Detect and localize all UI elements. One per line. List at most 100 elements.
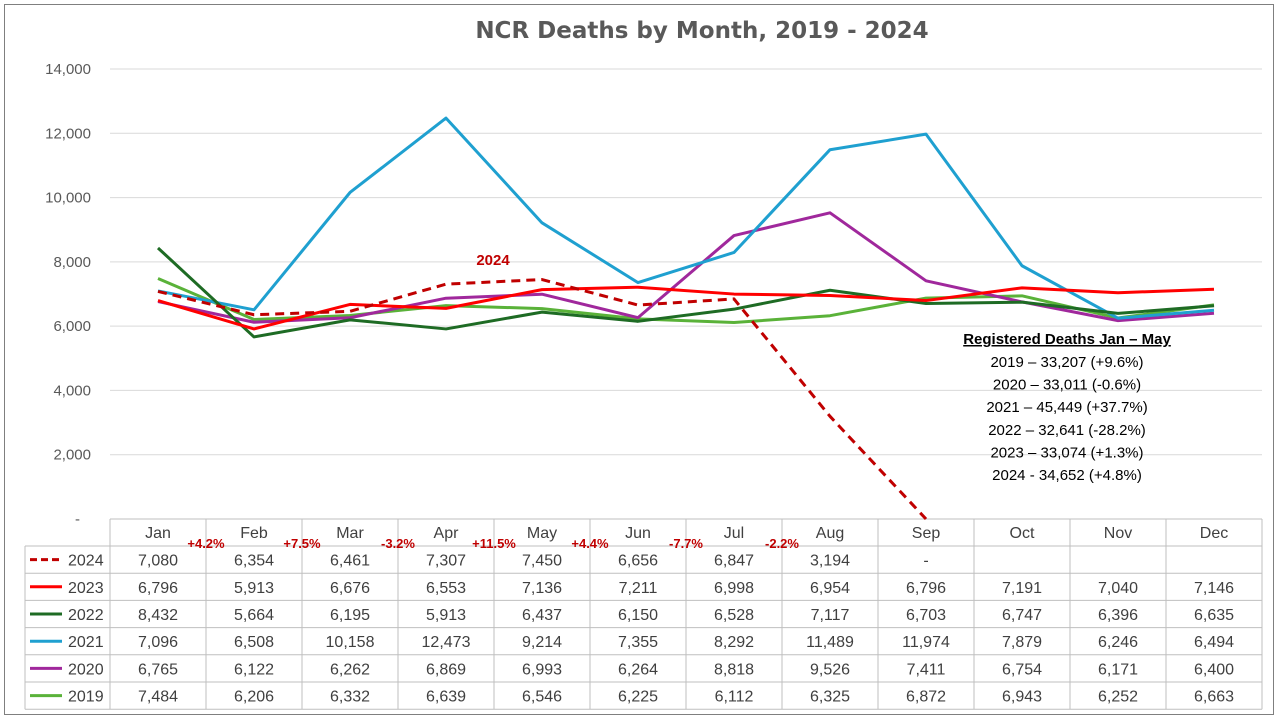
- table-cell: 6,754: [1002, 661, 1042, 678]
- y-tick-label: 4,000: [53, 382, 91, 399]
- gridlines: [110, 68, 1262, 456]
- table-cell: 6,954: [810, 580, 850, 597]
- chart-title: NCR Deaths by Month, 2019 - 2024: [475, 18, 928, 44]
- x-tick-label: Mar: [336, 525, 364, 542]
- table-cell: 5,913: [426, 607, 466, 624]
- table-cell: 8,432: [138, 607, 178, 624]
- table-cell: 6,747: [1002, 607, 1042, 624]
- table-cell: 7,411: [907, 661, 946, 678]
- table-cell: 6,796: [138, 580, 178, 597]
- table-cell: 7,080: [138, 553, 178, 570]
- data-table: Jan Feb Mar Apr May Jun Jul Aug Sep Oct Nov Dec 2024…: [24, 518, 1263, 710]
- series-line-2022: [156, 246, 1215, 339]
- x-tick-label: Nov: [1104, 525, 1132, 542]
- y-tick-label: 12,000: [45, 125, 91, 142]
- table-cell: 6,943: [1002, 689, 1042, 706]
- table-cell: 6,635: [1194, 607, 1234, 624]
- y-tick-label: -: [75, 511, 80, 528]
- table-cell: 8,818: [714, 661, 754, 678]
- table-cell: 6,528: [714, 607, 754, 624]
- x-tick-label: Apr: [434, 525, 460, 542]
- table-cell: 6,656: [618, 553, 658, 570]
- summary-line: 2022 – 32,641 (-28.2%): [988, 422, 1146, 439]
- table-cell: 5,913: [234, 580, 274, 597]
- table-cell: 6,171: [1098, 661, 1138, 678]
- table-cell: 6,437: [522, 607, 562, 624]
- table-cell: 6,246: [1098, 634, 1138, 651]
- pct-change-label: +4.2%: [187, 536, 225, 551]
- table-cell: 7,484: [138, 689, 178, 706]
- y-axis: - 2,000 4,000 6,000 8,000 10,000 12,000 14,000: [45, 61, 91, 528]
- pct-change-labels: +4.2% +7.5% -3.2% +11.5% +4.4% -7.7% -2.2%: [187, 536, 799, 551]
- table-cell: 12,473: [422, 634, 471, 651]
- table-cell: 7,136: [522, 580, 562, 597]
- table-cell: 6,400: [1194, 661, 1234, 678]
- legend-label-2021: 2021: [68, 634, 104, 651]
- summary-title: Registered Deaths Jan – May: [963, 331, 1171, 348]
- y-tick-label: 8,000: [53, 254, 91, 271]
- table-cell: 7,117: [811, 607, 850, 624]
- table-cell: 7,355: [618, 634, 658, 651]
- table-cell: 10,158: [326, 634, 375, 651]
- table-cell: 6,546: [522, 689, 562, 706]
- table-cell: 6,765: [138, 661, 178, 678]
- series-lines: [156, 116, 1215, 521]
- table-cell: 6,639: [426, 689, 466, 706]
- table-cell: 7,146: [1194, 580, 1234, 597]
- table-cell: 7,879: [1002, 634, 1042, 651]
- table-cell: 6,663: [1194, 689, 1234, 706]
- summary-line: 2020 – 33,011 (-0.6%): [993, 377, 1141, 394]
- table-cell: 6,461: [330, 553, 370, 570]
- table-cell: 6,122: [234, 661, 274, 678]
- table-cell: 7,191: [1002, 580, 1042, 597]
- table-cell: 6,676: [330, 580, 370, 597]
- table-cell: 6,150: [618, 607, 658, 624]
- summary-line: 2019 – 33,207 (+9.6%): [990, 354, 1143, 371]
- pct-change-label: -3.2%: [381, 536, 415, 551]
- table-cell: 6,264: [618, 661, 658, 678]
- pct-change-label: -7.7%: [669, 536, 703, 551]
- pct-change-label: +11.5%: [472, 536, 516, 551]
- table-cell: 6,872: [906, 689, 946, 706]
- table-cell: 7,307: [426, 553, 466, 570]
- table-cell: 8,292: [714, 634, 754, 651]
- table-cell: 6,112: [715, 689, 754, 706]
- legend-label-2024: 2024: [68, 553, 104, 570]
- x-tick-label: Dec: [1200, 525, 1228, 542]
- y-tick-label: 14,000: [45, 61, 91, 78]
- x-tick-label: Jul: [724, 525, 744, 542]
- table-cell: 6,225: [618, 689, 658, 706]
- table-cell: 6,354: [234, 553, 274, 570]
- legend-label-2023: 2023: [68, 580, 104, 597]
- y-tick-label: 10,000: [45, 190, 91, 207]
- table-cell: 6,993: [522, 661, 562, 678]
- registered-deaths-summary: Registered Deaths Jan – May 2019 – 33,207…: [963, 331, 1171, 484]
- x-tick-label: Jan: [145, 525, 171, 542]
- chart-frame: [4, 4, 1274, 715]
- summary-line: 2023 – 33,074 (+1.3%): [990, 444, 1143, 461]
- table-cell: 6,396: [1098, 607, 1138, 624]
- table-cell: 9,526: [810, 661, 850, 678]
- legend-label-2019: 2019: [68, 689, 104, 706]
- table-cell: 11,974: [902, 634, 950, 651]
- y-tick-label: 2,000: [53, 447, 91, 464]
- series-line-2019: [157, 277, 1215, 325]
- table-cell: 6,206: [234, 689, 274, 706]
- pct-change-label: +7.5%: [283, 536, 321, 551]
- x-tick-label: Jun: [625, 525, 651, 542]
- series-2024-annotation: 2024: [476, 252, 510, 269]
- table-cell: 6,847: [714, 553, 754, 570]
- summary-line: 2024 - 34,652 (+4.8%): [992, 467, 1142, 484]
- pct-change-label: +4.4%: [571, 536, 609, 551]
- table-cell: 9,214: [522, 634, 562, 651]
- x-tick-label: May: [527, 525, 557, 542]
- x-tick-label: Sep: [912, 525, 941, 542]
- table-cell: 7,096: [138, 634, 178, 651]
- table-cell: 6,869: [426, 661, 466, 678]
- table-cell: 11,489: [806, 634, 854, 651]
- table-cell: 6,553: [426, 580, 466, 597]
- table-cell: 6,262: [330, 661, 370, 678]
- pct-change-label: -2.2%: [765, 536, 799, 551]
- table-cell: 3,194: [810, 553, 850, 570]
